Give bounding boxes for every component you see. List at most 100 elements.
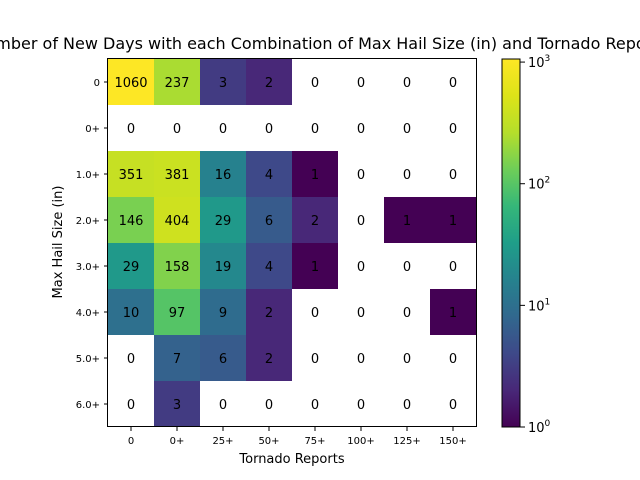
cell-value-label: 0 xyxy=(265,122,273,137)
cell-value-label: 3 xyxy=(173,398,181,413)
cell-value-label: 0 xyxy=(357,306,365,321)
heatmap-cell xyxy=(246,335,292,381)
chart-title: Number of New Days with each Combination… xyxy=(0,34,640,53)
x-tick-label: 100+ xyxy=(347,436,374,447)
heatmap-cell xyxy=(384,197,430,243)
y-tick-label: 1.0+ xyxy=(76,170,100,181)
heatmap-cell xyxy=(246,151,292,197)
cell-value-label: 351 xyxy=(119,168,144,183)
cell-value-label: 0 xyxy=(403,122,411,137)
cell-value-label: 1 xyxy=(311,168,319,183)
cell-value-label: 0 xyxy=(449,168,457,183)
cell-value-label: 0 xyxy=(311,76,319,91)
heatmap-cell xyxy=(430,197,476,243)
cell-value-label: 0 xyxy=(449,122,457,137)
cell-value-label: 10 xyxy=(123,306,140,321)
cell-value-label: 0 xyxy=(219,398,227,413)
cell-value-label: 0 xyxy=(357,168,365,183)
y-tick-label: 0 xyxy=(94,78,100,89)
y-tick-label: 3.0+ xyxy=(76,262,100,273)
x-axis-ticks: 0 0+ 25+ 50+ 75+ 100+ 125+ 150+ xyxy=(128,427,467,447)
y-tick-label: 5.0+ xyxy=(76,354,100,365)
heatmap-cell xyxy=(154,151,200,197)
cell-value-label: 2 xyxy=(265,352,273,367)
colorbar xyxy=(501,58,521,428)
cell-value-label: 1060 xyxy=(114,76,147,91)
cell-value-label: 0 xyxy=(449,352,457,367)
plot-frame xyxy=(107,58,477,427)
cell-value-label: 19 xyxy=(215,260,232,275)
heatmap-cell xyxy=(292,243,338,289)
cell-value-label: 4 xyxy=(265,260,273,275)
cell-value-label: 0 xyxy=(311,306,319,321)
cell-value-label: 0 xyxy=(127,122,135,137)
cell-value-label: 0 xyxy=(357,398,365,413)
cell-value-label: 0 xyxy=(173,122,181,137)
heatmap-cell xyxy=(246,243,292,289)
heatmap-cell xyxy=(200,335,246,381)
x-tick-label: 0+ xyxy=(170,436,185,447)
heatmap-cell xyxy=(108,243,154,289)
cell-value-label: 3 xyxy=(219,76,227,91)
cell-value-label: 146 xyxy=(119,214,144,229)
colorbar-tick-label: 100 xyxy=(528,419,551,436)
y-tick-label: 6.0+ xyxy=(76,400,100,411)
heatmap-cell xyxy=(430,289,476,335)
heatmap-cell xyxy=(292,151,338,197)
cell-value-label: 0 xyxy=(357,352,365,367)
cell-value-label: 2 xyxy=(265,76,273,91)
colorbar-ticks: 100 101 102 103 xyxy=(520,54,551,436)
heatmap-cell xyxy=(108,59,154,105)
cell-value-label: 237 xyxy=(165,76,190,91)
cell-value-label: 2 xyxy=(265,306,273,321)
cell-value-label: 1 xyxy=(311,260,319,275)
heatmap-cell xyxy=(154,381,200,427)
cell-value-label: 0 xyxy=(311,122,319,137)
cell-value-label: 1 xyxy=(403,214,411,229)
cell-value-label: 29 xyxy=(215,214,232,229)
x-tick-label: 25+ xyxy=(212,436,233,447)
cell-value-label: 404 xyxy=(165,214,190,229)
cell-value-label: 158 xyxy=(165,260,190,275)
x-tick-label: 150+ xyxy=(439,436,466,447)
cell-value-label: 0 xyxy=(403,168,411,183)
cell-value-label: 0 xyxy=(357,214,365,229)
y-axis-label: Max Hail Size (in) xyxy=(51,186,66,299)
cell-value-label: 97 xyxy=(169,306,186,321)
cell-value-label: 0 xyxy=(449,260,457,275)
cell-value-label: 381 xyxy=(165,168,190,183)
cell-value-label: 1 xyxy=(449,214,457,229)
cell-value-label: 0 xyxy=(403,306,411,321)
colorbar-tick-label: 103 xyxy=(528,54,550,71)
y-axis-ticks: 0 0+ 1.0+ 2.0+ 3.0+ 4.0+ 5.0+ 6.0+ xyxy=(76,78,108,411)
cell-value-label: 9 xyxy=(219,306,227,321)
cell-value-label: 0 xyxy=(219,122,227,137)
x-axis-label: Tornado Reports xyxy=(238,452,344,467)
cell-value-label: 0 xyxy=(311,352,319,367)
heatmap-cell xyxy=(154,59,200,105)
heatmap-cell xyxy=(200,151,246,197)
cell-value-label: 0 xyxy=(403,260,411,275)
heatmap-cell xyxy=(200,59,246,105)
cell-value-label: 6 xyxy=(265,214,273,229)
cell-value-label: 0 xyxy=(403,76,411,91)
cell-value-label: 0 xyxy=(403,352,411,367)
x-tick-label: 75+ xyxy=(304,436,325,447)
heatmap-cell xyxy=(154,197,200,243)
heatmap-cell xyxy=(108,197,154,243)
y-tick-label: 0+ xyxy=(85,124,100,135)
cell-value-label: 0 xyxy=(357,76,365,91)
heatmap-cells xyxy=(108,59,476,427)
heatmap-cell xyxy=(108,289,154,335)
x-tick-label: 125+ xyxy=(393,436,420,447)
heatmap-cell xyxy=(292,197,338,243)
cell-value-label: 0 xyxy=(449,76,457,91)
heatmap-cell xyxy=(246,59,292,105)
heatmap-cell xyxy=(154,289,200,335)
colorbar-tick-label: 101 xyxy=(528,297,550,314)
heatmap-cell xyxy=(154,243,200,289)
colorbar-tick-label: 102 xyxy=(528,176,550,193)
x-tick-label: 0 xyxy=(128,436,134,447)
cell-value-label: 0 xyxy=(127,398,135,413)
cell-value-label: 0 xyxy=(127,352,135,367)
